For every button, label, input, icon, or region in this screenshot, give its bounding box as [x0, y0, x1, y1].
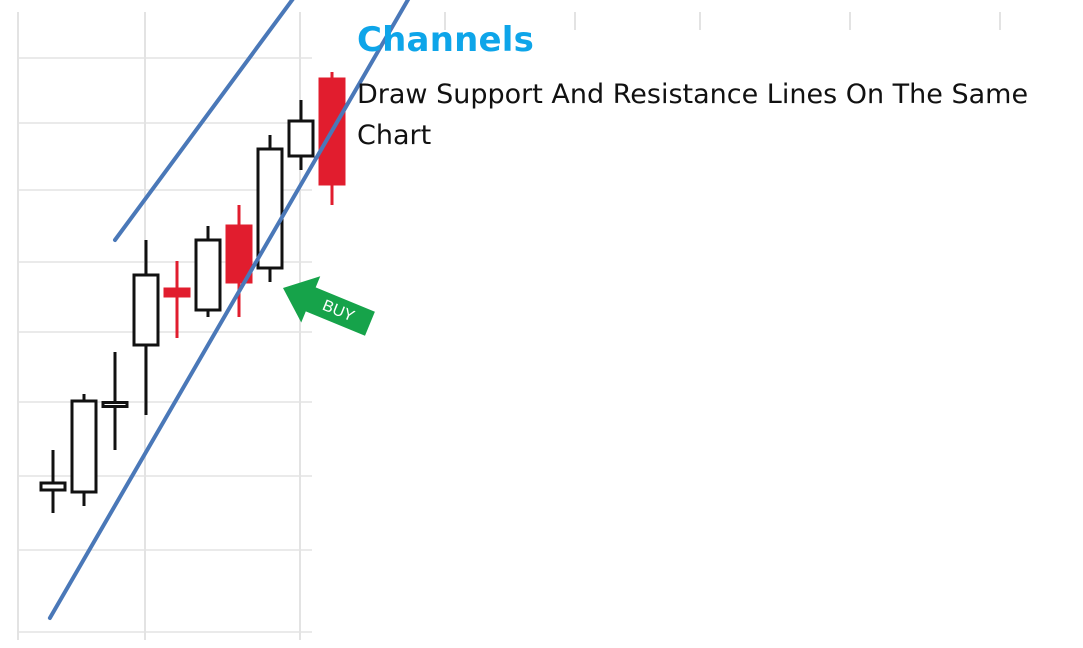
candle-body: [225, 224, 253, 284]
resistance-line: [113, 0, 295, 242]
candle-body: [70, 399, 98, 494]
candle-body: [194, 238, 222, 312]
chart-title: Channels: [357, 20, 535, 60]
candle-body: [163, 287, 191, 298]
support-line: [47, 0, 411, 620]
buy-arrow-icon: [283, 276, 375, 336]
candle-body: [39, 481, 67, 492]
candlesticks: [39, 72, 346, 513]
chart-subtitle: Draw Support And Resistance Lines On The…: [357, 79, 1029, 151]
candle-body: [101, 401, 129, 408]
candle-body: [132, 273, 160, 347]
candle-body: [287, 119, 315, 158]
buy-arrow: BUY: [283, 276, 375, 336]
channel-lines: [47, 0, 411, 620]
